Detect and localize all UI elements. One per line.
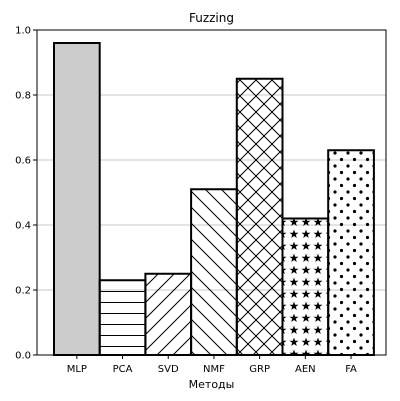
x-axis: MLP PCA SVD NMF GRP AEN FA <box>67 355 357 375</box>
y-tick-label: 1.0 <box>15 26 31 37</box>
y-tick-label: 0.4 <box>15 221 31 232</box>
plot-frame <box>36 29 387 356</box>
x-tick-label-aen: AEN <box>295 364 316 375</box>
bar-grp <box>235 77 284 356</box>
x-tick-label-mlp: MLP <box>67 364 87 375</box>
y-axis: 0.0 0.2 0.4 0.6 0.8 1.0 <box>15 26 37 362</box>
bar-pca <box>98 279 147 356</box>
bar-mlp <box>53 42 101 356</box>
bar-fa <box>327 149 375 356</box>
x-axis-label: Методы <box>189 378 235 391</box>
y-tick-label: 0.2 <box>15 286 31 297</box>
y-tick-label: 0.8 <box>15 91 31 102</box>
x-tick-label-nmf: NMF <box>203 364 225 375</box>
y-tick-label: 0.0 <box>15 351 31 362</box>
y-tick-label: 0.6 <box>15 156 31 167</box>
x-tick-label-grp: GRP <box>249 364 270 375</box>
bar-svd <box>144 272 193 356</box>
x-tick-label-fa: FA <box>345 364 357 375</box>
x-tick-label-svd: SVD <box>158 364 179 375</box>
x-tick-label-pca: PCA <box>113 364 133 375</box>
bar-nmf <box>190 188 238 356</box>
chart-title: Fuzzing <box>189 11 234 25</box>
bar-aen <box>281 217 330 356</box>
bars-group <box>53 42 375 356</box>
